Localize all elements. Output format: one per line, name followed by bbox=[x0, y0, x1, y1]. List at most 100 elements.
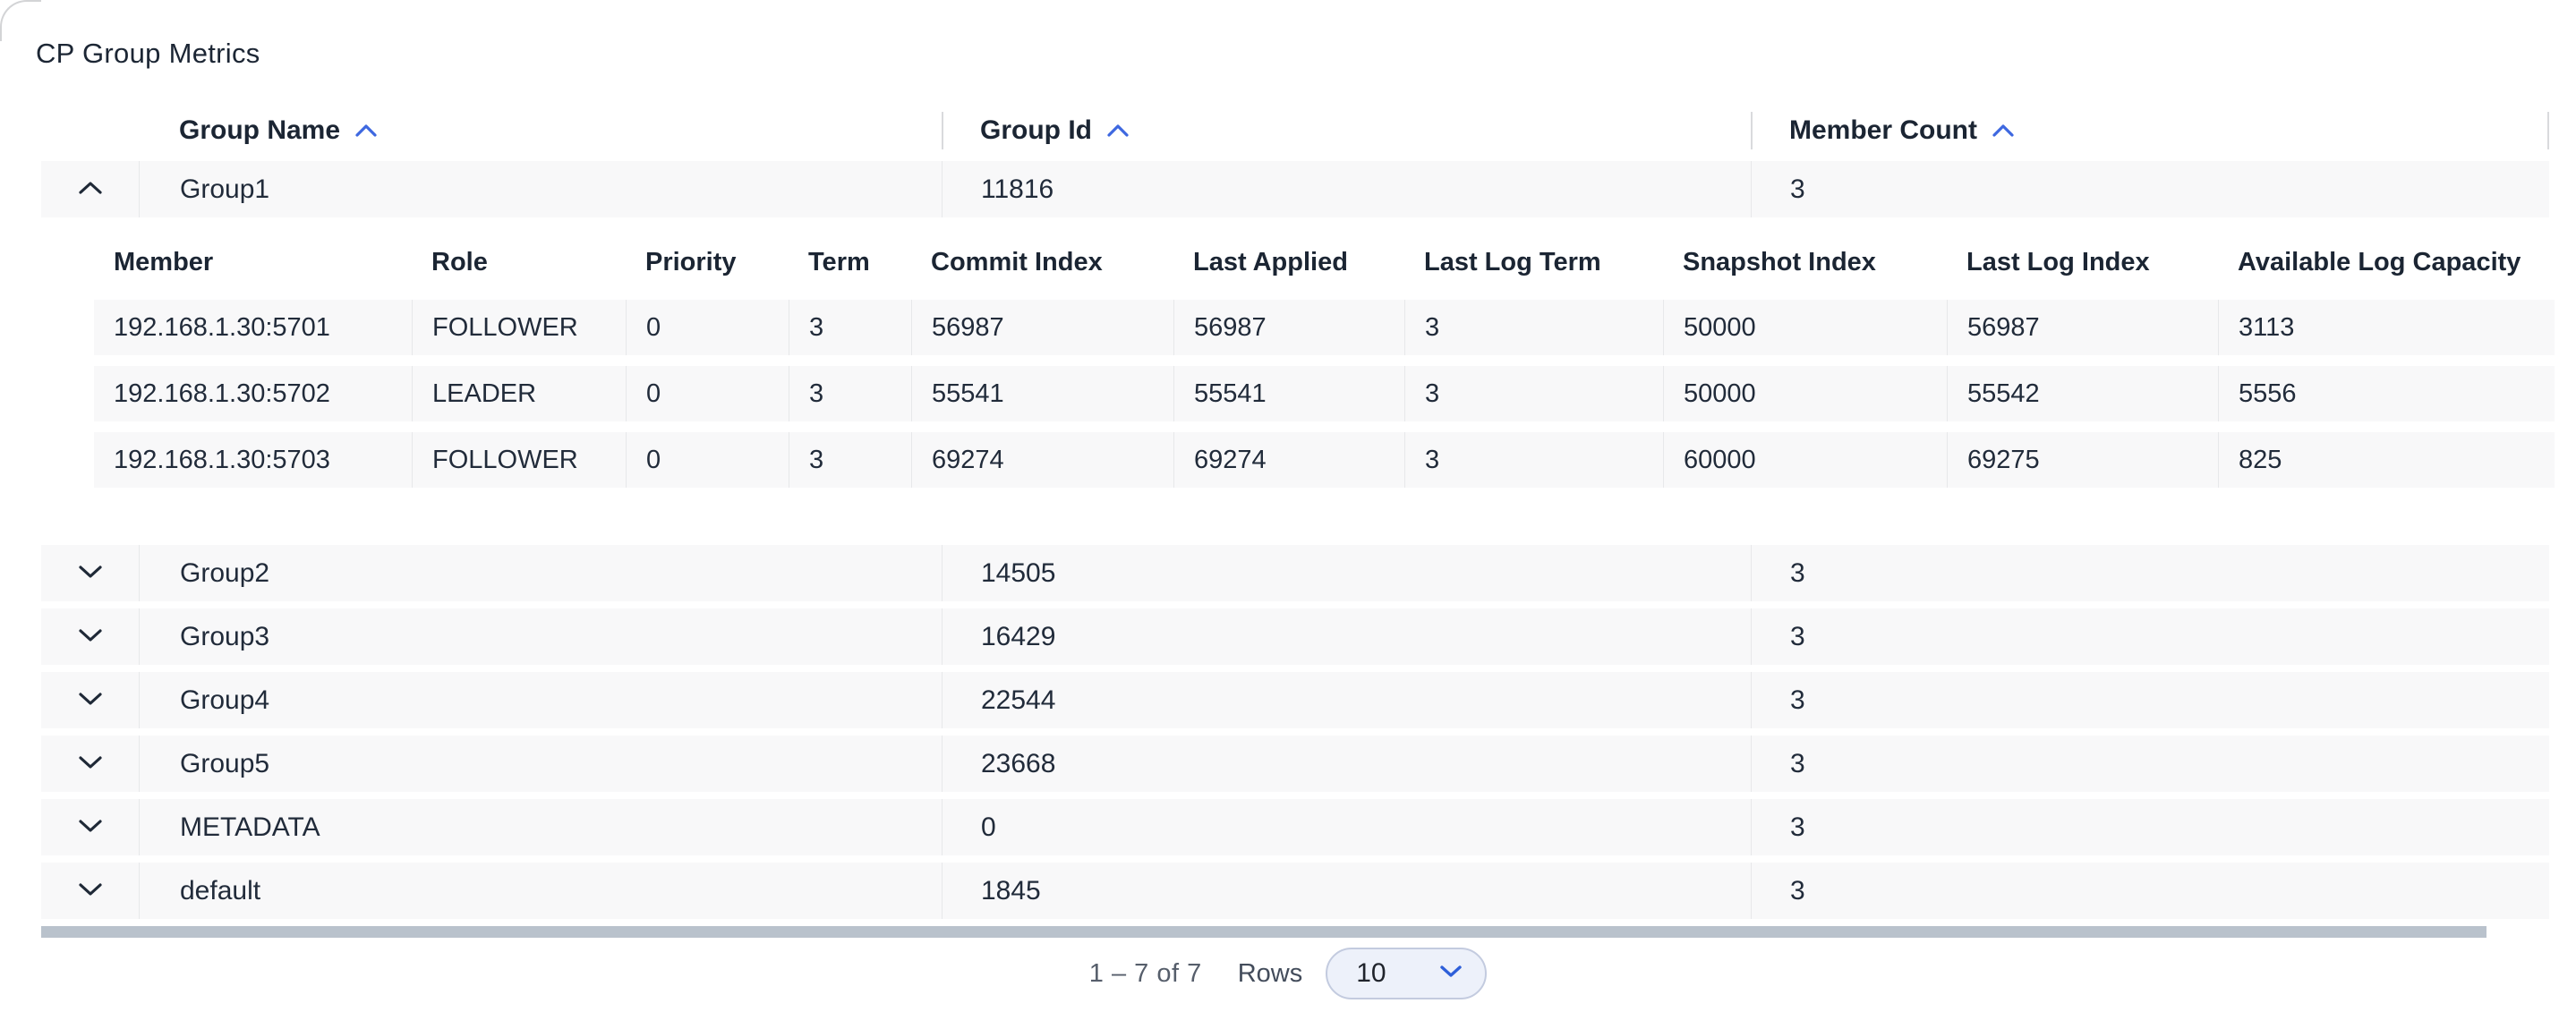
sort-ascending-icon[interactable] bbox=[1106, 123, 1130, 138]
expand-row-button[interactable] bbox=[64, 801, 117, 855]
sort-ascending-icon[interactable] bbox=[1992, 123, 2015, 138]
chevron-up-icon bbox=[77, 180, 104, 199]
expander-cell bbox=[41, 545, 139, 601]
column-header-label: Member Count bbox=[1789, 115, 1977, 145]
member-last-log-term-cell: 3 bbox=[1404, 300, 1663, 355]
member-available-log-capacity-cell: 3113 bbox=[2218, 300, 2555, 355]
chevron-down-icon bbox=[1438, 964, 1463, 983]
members-column-header: Term bbox=[808, 247, 870, 276]
expand-row-button[interactable] bbox=[64, 547, 117, 600]
group-row-group5: Group5 23668 3 bbox=[41, 736, 2549, 792]
member-term-cell: 3 bbox=[789, 366, 911, 421]
members-column-header: Member bbox=[114, 247, 214, 276]
group-name-cell: Group3 bbox=[139, 608, 942, 665]
members-column-header: Role bbox=[431, 247, 488, 276]
group-id-cell: 16429 bbox=[942, 608, 1751, 665]
members-column-header: Commit Index bbox=[931, 247, 1103, 276]
group-name-cell: Group4 bbox=[139, 672, 942, 728]
page-title: CP Group Metrics bbox=[36, 38, 260, 69]
expander-cell bbox=[41, 736, 139, 792]
member-term-cell: 3 bbox=[789, 432, 911, 488]
group-name-cell: METADATA bbox=[139, 799, 942, 855]
member-row: 192.168.1.30:5703 FOLLOWER 0 3 69274 692… bbox=[94, 432, 2555, 488]
member-address-cell: 192.168.1.30:5702 bbox=[114, 378, 330, 408]
expander-cell bbox=[41, 672, 139, 728]
expander-column-header bbox=[41, 100, 139, 161]
expand-row-button[interactable] bbox=[64, 737, 117, 791]
group-row-metadata: METADATA 0 3 bbox=[41, 799, 2549, 855]
rows-per-page-label: Rows bbox=[1237, 958, 1303, 988]
group-id-cell: 23668 bbox=[942, 736, 1751, 792]
member-last-log-term-cell: 3 bbox=[1404, 432, 1663, 488]
expander-cell bbox=[41, 161, 139, 217]
members-column-header: Last Log Index bbox=[1966, 247, 2150, 276]
member-available-log-capacity-cell: 5556 bbox=[2218, 366, 2555, 421]
member-count-cell: 3 bbox=[1751, 799, 2549, 855]
sort-ascending-icon[interactable] bbox=[354, 123, 378, 138]
member-count-cell: 3 bbox=[1751, 863, 2549, 919]
group-row-default: default 1845 3 bbox=[41, 863, 2549, 919]
group-name-cell: default bbox=[139, 863, 942, 919]
expander-cell bbox=[41, 799, 139, 855]
member-role-cell: LEADER bbox=[412, 366, 626, 421]
members-column-header: Snapshot Index bbox=[1683, 247, 1876, 276]
member-count-cell: 3 bbox=[1751, 545, 2549, 601]
group-row-group1: Group1 11816 3 bbox=[41, 161, 2549, 217]
group-name-cell: Group5 bbox=[139, 736, 942, 792]
chevron-down-icon bbox=[77, 564, 104, 583]
chevron-down-icon bbox=[77, 881, 104, 900]
horizontal-scrollbar[interactable] bbox=[41, 926, 2486, 938]
pagination-bar: 1 – 7 of 7 Rows 10 bbox=[0, 947, 2576, 1000]
member-role-cell: FOLLOWER bbox=[412, 432, 626, 488]
member-commit-index-cell: 55541 bbox=[911, 366, 1173, 421]
rows-per-page-select[interactable]: 10 bbox=[1326, 948, 1488, 999]
members-column-header: Last Log Term bbox=[1424, 247, 1601, 276]
cp-group-metrics-table: Group Name Group Id Member Count bbox=[41, 100, 2555, 938]
group-id-cell: 14505 bbox=[942, 545, 1751, 601]
member-count-cell: 3 bbox=[1751, 672, 2549, 728]
column-header-group-id[interactable]: Group Id bbox=[942, 100, 1751, 161]
members-column-header: Last Applied bbox=[1193, 247, 1348, 276]
group-name-cell: Group1 bbox=[139, 161, 942, 217]
chevron-down-icon bbox=[77, 627, 104, 646]
members-header-row: Member Role Priority Term Commit Index L… bbox=[94, 239, 2555, 285]
chevron-down-icon bbox=[77, 691, 104, 710]
member-count-cell: 3 bbox=[1751, 608, 2549, 665]
group-id-cell: 1845 bbox=[942, 863, 1751, 919]
pagination-range: 1 – 7 of 7 bbox=[1088, 958, 1202, 988]
group1-members-table: Member Role Priority Term Commit Index L… bbox=[94, 239, 2555, 488]
member-count-cell: 3 bbox=[1751, 736, 2549, 792]
member-last-applied-cell: 69274 bbox=[1173, 432, 1404, 488]
members-column-header: Available Log Capacity bbox=[2238, 247, 2521, 276]
expander-cell bbox=[41, 608, 139, 665]
column-header-label: Group Name bbox=[179, 115, 341, 145]
member-snapshot-index-cell: 60000 bbox=[1663, 432, 1947, 488]
expand-row-button[interactable] bbox=[64, 674, 117, 727]
collapse-row-button[interactable] bbox=[64, 163, 117, 217]
member-snapshot-index-cell: 50000 bbox=[1663, 300, 1947, 355]
chevron-down-icon bbox=[77, 818, 104, 837]
column-header-group-name[interactable]: Group Name bbox=[139, 100, 942, 161]
expand-row-button[interactable] bbox=[64, 610, 117, 664]
group-row-group3: Group3 16429 3 bbox=[41, 608, 2549, 665]
expander-cell bbox=[41, 863, 139, 919]
group-name-cell: Group2 bbox=[139, 545, 942, 601]
expand-row-button[interactable] bbox=[64, 864, 117, 918]
card-corner bbox=[0, 0, 41, 41]
member-count-cell: 3 bbox=[1751, 161, 2549, 217]
group-id-cell: 22544 bbox=[942, 672, 1751, 728]
member-priority-cell: 0 bbox=[626, 432, 789, 488]
member-available-log-capacity-cell: 825 bbox=[2218, 432, 2555, 488]
member-last-log-term-cell: 3 bbox=[1404, 366, 1663, 421]
member-role-cell: FOLLOWER bbox=[412, 300, 626, 355]
member-snapshot-index-cell: 50000 bbox=[1663, 366, 1947, 421]
column-header-label: Group Id bbox=[980, 115, 1092, 145]
group-row-group4: Group4 22544 3 bbox=[41, 672, 2549, 728]
column-header-member-count[interactable]: Member Count bbox=[1751, 100, 2549, 161]
member-address-cell: 192.168.1.30:5703 bbox=[114, 445, 330, 474]
member-last-log-index-cell: 69275 bbox=[1947, 432, 2218, 488]
member-last-applied-cell: 55541 bbox=[1173, 366, 1404, 421]
group-row-group2: Group2 14505 3 bbox=[41, 545, 2549, 601]
group-id-cell: 11816 bbox=[942, 161, 1751, 217]
rows-per-page-value: 10 bbox=[1356, 958, 1386, 988]
